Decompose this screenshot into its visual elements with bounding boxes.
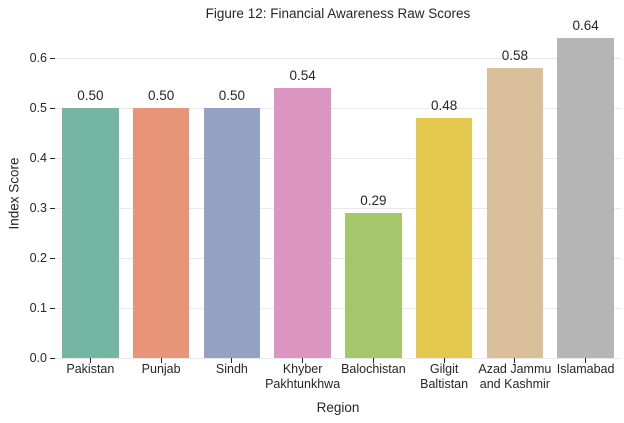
x-tick-label-line: Sindh [215,362,248,376]
y-gridline [55,207,621,209]
y-tick-label: 0.5 [29,101,47,115]
chart-title: Figure 12: Financial Awareness Raw Score… [205,6,471,21]
y-tick-mark [50,307,55,309]
y-tick-label: 0.0 [29,351,47,365]
x-tick-mark [302,358,304,363]
bar-balochistan [345,213,402,358]
x-tick-label-line: Khyber [282,362,323,376]
bar-value-label: 0.58 [501,48,529,63]
y-tick-mark [50,57,55,59]
y-tick-mark [50,257,55,259]
x-tick-label: Pakistan [30,362,150,377]
x-axis-title: Region [316,400,360,415]
bar-punjab [132,108,190,358]
x-tick-mark [372,358,374,363]
bar-azad-jammu-and-kashmir [486,68,544,358]
x-tick-label-line: Pakistan [66,362,115,376]
y-tick-mark [50,357,55,359]
plot-area: 0.50 0.50 0.50 0.54 0.29 0.48 0.58 0.64 [55,18,621,359]
y-tick-label: 0.2 [29,251,47,265]
x-tick-label: Khyber Pakhtunkhwa [243,362,363,392]
y-tick-label: 0.1 [29,301,47,315]
x-tick-mark [89,358,91,363]
x-tick-label: Punjab [101,362,221,377]
x-tick-label-line: Balochistan [341,362,406,376]
y-gridline [55,57,621,59]
x-tick-label: Azad Jammu and Kashmir [455,362,575,392]
y-gridline [55,107,621,109]
x-tick-mark [443,358,445,363]
x-tick-label-line: Pakhtunkhwa [265,377,341,391]
y-gridline [55,157,621,159]
y-tick-label: 0.4 [29,151,47,165]
x-tick-label-line: and Kashmir [479,377,550,391]
bar-islamabad [557,38,614,358]
x-tick-label-line: Islamabad [556,362,615,376]
x-tick-label-line: Punjab [141,362,181,376]
y-tick-label: 0.6 [29,51,47,65]
bar-pakistan [62,108,119,358]
y-tick-mark [50,207,55,209]
bar-value-label: 0.54 [289,68,316,83]
bar-value-label: 0.48 [430,98,458,113]
x-tick-label: Islamabad [526,362,624,377]
bar-value-label: 0.64 [572,18,599,33]
x-tick-label-line: Baltistan [420,377,469,391]
x-tick-label: Sindh [172,362,292,377]
x-tick-label-line: Gilgit [429,362,459,376]
y-gridline [55,257,621,259]
bar-value-label: 0.50 [77,88,104,103]
bar-value-label: 0.29 [360,193,387,208]
y-tick-mark [50,157,55,159]
y-tick-mark [50,107,55,109]
bar-value-label: 0.50 [147,88,175,103]
x-tick-mark [231,358,233,363]
x-tick-label: Gilgit Baltistan [384,362,504,392]
x-tick-mark [514,358,516,363]
bar-khyber-pakhtunkhwa [274,88,331,358]
x-tick-label: Balochistan [313,362,433,377]
x-tick-mark [585,358,587,363]
y-gridline [55,357,621,359]
x-tick-mark [160,358,162,363]
bar-sindh [203,108,261,358]
y-gridline [55,307,621,309]
x-tick-label-line: Azad Jammu [478,362,552,376]
bar-value-label: 0.50 [218,88,246,103]
y-tick-label: 0.3 [29,201,47,215]
bar-gilgit-baltistan [415,118,473,358]
